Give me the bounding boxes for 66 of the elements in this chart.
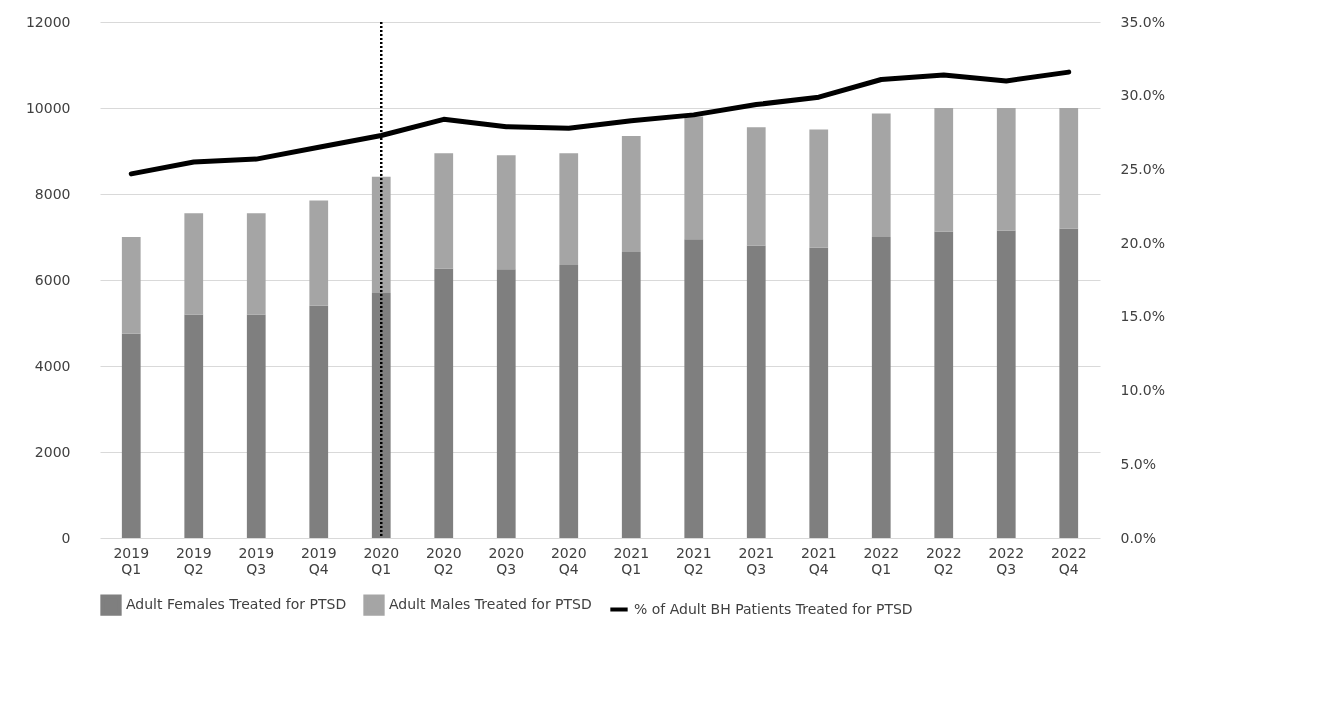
bar [434, 153, 454, 269]
bar [934, 231, 954, 538]
y-tick-label: 0 [61, 529, 71, 546]
bar [184, 314, 204, 538]
bar [121, 237, 141, 334]
x-tick-label: 2022 Q1 [863, 544, 900, 577]
y2-tick-label: 15.0% [1120, 308, 1165, 325]
x-tick-label: 2019 Q2 [175, 544, 212, 577]
x-tick-label: 2019 Q1 [113, 544, 150, 577]
bar [996, 230, 1016, 538]
bar [746, 245, 766, 538]
bar [871, 237, 891, 538]
bar [934, 108, 954, 232]
y-tick-label: 2000 [34, 443, 71, 460]
legend-label: % of Adult BH Patients Treated for PTSD [634, 600, 913, 617]
x-tick-label: 2019 Q4 [300, 544, 337, 577]
bar [496, 269, 516, 538]
bar [246, 314, 266, 538]
bar [621, 252, 641, 538]
y-tick-label: 10000 [25, 99, 71, 116]
y2-tick-label: 30.0% [1120, 87, 1165, 104]
bar [246, 213, 266, 315]
bar [309, 200, 329, 306]
bar [809, 247, 829, 538]
y2-tick-label: 25.0% [1120, 160, 1165, 177]
x-tick-label: 2022 Q2 [925, 544, 962, 577]
y2-tick-label: 5.0% [1120, 455, 1157, 472]
y-tick-label: 8000 [34, 185, 71, 202]
bar [871, 113, 891, 237]
x-tick-label: 2020 Q2 [425, 544, 462, 577]
y2-tick-label: 20.0% [1120, 234, 1165, 251]
x-tick-label: 2021 Q4 [800, 544, 837, 577]
x-tick-label: 2021 Q2 [675, 544, 712, 577]
bar [684, 239, 704, 538]
bar [184, 213, 204, 315]
bar [684, 116, 704, 240]
bar [371, 176, 391, 293]
bar [121, 333, 141, 538]
legend-label: Adult Females Treated for PTSD [126, 596, 347, 613]
bar [1059, 108, 1079, 229]
x-tick-label: 2019 Q3 [238, 544, 275, 577]
bar [996, 108, 1016, 231]
x-tick-label: 2021 Q3 [738, 544, 775, 577]
x-tick-label: 2021 Q1 [613, 544, 650, 577]
y2-tick-label: 0.0% [1120, 529, 1157, 546]
legend-label: Adult Males Treated for PTSD [389, 596, 592, 613]
bar [371, 292, 391, 538]
y-tick-label: 12000 [25, 13, 71, 30]
y2-tick-label: 10.0% [1120, 382, 1165, 399]
bar [1059, 228, 1079, 538]
x-tick-label: 2020 Q3 [488, 544, 525, 577]
y-tick-label: 4000 [34, 357, 71, 374]
bar [309, 305, 329, 538]
bar [434, 268, 454, 538]
bar [746, 127, 766, 246]
bar [559, 153, 579, 265]
y-tick-label: 6000 [34, 271, 71, 288]
bar [621, 135, 641, 253]
x-tick-label: 2020 Q1 [363, 544, 400, 577]
x-tick-label: 2020 Q4 [550, 544, 587, 577]
x-tick-label: 2022 Q4 [1050, 544, 1087, 577]
x-tick-label: 2022 Q3 [988, 544, 1025, 577]
bar [809, 129, 829, 248]
y2-tick-label: 35.0% [1120, 13, 1165, 30]
bar [559, 264, 579, 538]
bar [496, 155, 516, 270]
